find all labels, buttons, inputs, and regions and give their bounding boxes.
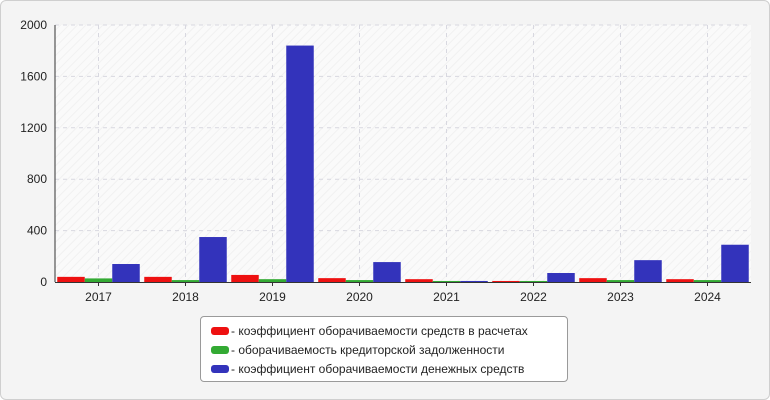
bar-payables-turnover (345, 280, 374, 282)
legend-label: - оборачиваемость кредиторской задолженн… (231, 342, 505, 357)
y-tick-label: 400 (27, 224, 47, 238)
legend-swatch-green (211, 345, 229, 354)
bar-cash-turnover (634, 260, 662, 282)
bar-payables-turnover (606, 280, 635, 282)
y-tick-label: 2000 (20, 18, 47, 32)
bar-receivables-turnover (144, 276, 172, 282)
x-tick-label: 2024 (694, 290, 721, 304)
bar-receivables-turnover (492, 280, 520, 282)
legend-swatch-blue (211, 364, 229, 373)
x-tick-label: 2021 (433, 290, 460, 304)
y-tick-label: 1200 (20, 121, 47, 135)
bar-payables-turnover (258, 279, 287, 282)
bar-receivables-turnover (231, 274, 259, 282)
bar-receivables-turnover (666, 279, 694, 282)
y-tick-labels: 0 400 800 1200 1600 2000 (20, 18, 47, 289)
bar-payables-turnover (171, 280, 200, 282)
legend-item-receivables: - коэффициент оборачиваемости средств в … (211, 321, 567, 340)
bar-payables-turnover (693, 280, 722, 282)
legend-item-payables: - оборачиваемость кредиторской задолженн… (211, 340, 567, 359)
x-tick-label: 2019 (259, 290, 286, 304)
bar-cash-turnover (721, 244, 749, 282)
legend-item-cash: - коэффициент оборачиваемости денежных с… (211, 359, 567, 378)
bar-receivables-turnover (57, 276, 85, 282)
bar-payables-turnover (432, 280, 461, 282)
x-tick-label: 2017 (85, 290, 112, 304)
bar-cash-turnover (460, 280, 488, 282)
legend-label: - коэффициент оборачиваемости средств в … (231, 323, 528, 338)
plot-area (55, 25, 751, 282)
bar-cash-turnover (286, 45, 314, 283)
bar-receivables-turnover (318, 278, 346, 282)
x-tick-label: 2022 (520, 290, 547, 304)
y-tick-label: 800 (27, 172, 47, 186)
x-tick-label: 2018 (172, 290, 199, 304)
bar-cash-turnover (112, 264, 140, 282)
bar-cash-turnover (547, 273, 575, 282)
legend: - коэффициент оборачиваемости средств в … (200, 316, 568, 382)
bar-payables-turnover (84, 278, 113, 282)
legend-swatch-red (211, 326, 229, 335)
bars (57, 45, 749, 283)
y-tick-label: 1600 (20, 69, 47, 83)
grid-lines (55, 24, 751, 282)
bar-receivables-turnover (405, 279, 433, 282)
bar-receivables-turnover (579, 278, 607, 282)
x-tick-labels: 2017 2018 2019 2020 2021 2022 2023 2024 (85, 282, 721, 304)
bar-cash-turnover (373, 262, 401, 282)
bar-chart: 0 400 800 1200 1600 2000 2017 2018 2019 2020 2021… (20, 18, 751, 304)
bar-payables-turnover (519, 280, 548, 282)
x-tick-label: 2020 (346, 290, 373, 304)
x-tick-label: 2023 (607, 290, 634, 304)
y-tick-label: 0 (40, 275, 47, 289)
bar-cash-turnover (199, 237, 227, 282)
legend-label: - коэффициент оборачиваемости денежных с… (231, 361, 525, 376)
